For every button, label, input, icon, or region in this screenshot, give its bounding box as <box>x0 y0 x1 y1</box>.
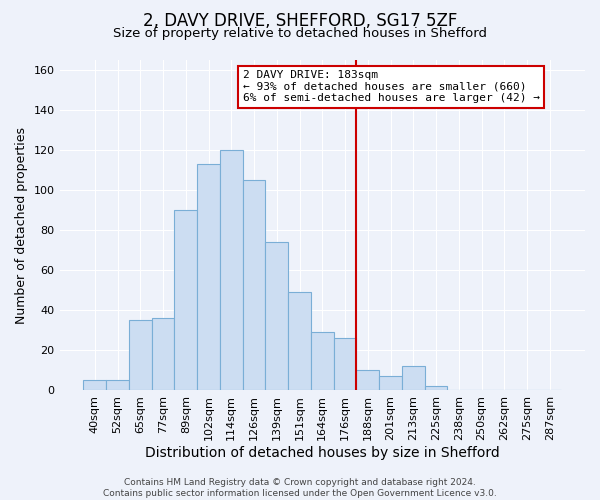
Bar <box>379 376 402 390</box>
Text: Contains HM Land Registry data © Crown copyright and database right 2024.
Contai: Contains HM Land Registry data © Crown c… <box>103 478 497 498</box>
Bar <box>242 180 265 390</box>
Text: Size of property relative to detached houses in Shefford: Size of property relative to detached ho… <box>113 28 487 40</box>
Bar <box>106 380 129 390</box>
Y-axis label: Number of detached properties: Number of detached properties <box>15 126 28 324</box>
X-axis label: Distribution of detached houses by size in Shefford: Distribution of detached houses by size … <box>145 446 500 460</box>
Bar <box>425 386 448 390</box>
Bar <box>288 292 311 390</box>
Text: 2 DAVY DRIVE: 183sqm
← 93% of detached houses are smaller (660)
6% of semi-detac: 2 DAVY DRIVE: 183sqm ← 93% of detached h… <box>242 70 539 103</box>
Text: 2, DAVY DRIVE, SHEFFORD, SG17 5ZF: 2, DAVY DRIVE, SHEFFORD, SG17 5ZF <box>143 12 457 30</box>
Bar <box>129 320 152 390</box>
Bar <box>356 370 379 390</box>
Bar <box>83 380 106 390</box>
Bar <box>311 332 334 390</box>
Bar <box>197 164 220 390</box>
Bar <box>220 150 242 390</box>
Bar <box>175 210 197 390</box>
Bar <box>265 242 288 390</box>
Bar <box>402 366 425 390</box>
Bar <box>152 318 175 390</box>
Bar <box>334 338 356 390</box>
